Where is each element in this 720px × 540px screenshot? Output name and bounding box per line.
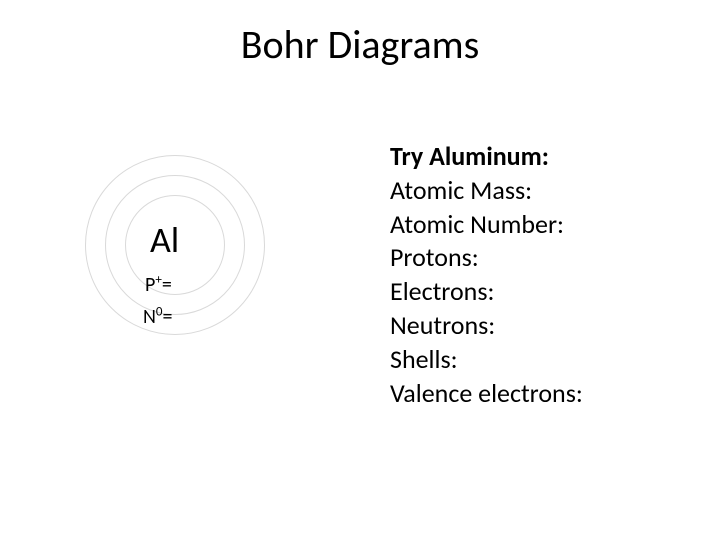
neutron-prefix: N xyxy=(143,305,156,329)
proton-suffix: = xyxy=(162,273,172,297)
info-item: Atomic Number: xyxy=(390,208,583,242)
neutron-suffix: = xyxy=(163,305,173,329)
info-list: Try Aluminum: Atomic Mass: Atomic Number… xyxy=(390,140,583,410)
info-item: Neutrons: xyxy=(390,309,583,343)
element-symbol: Al xyxy=(150,218,179,262)
info-item: Valence electrons: xyxy=(390,377,583,411)
info-item: Atomic Mass: xyxy=(390,174,583,208)
info-item: Electrons: xyxy=(390,275,583,309)
info-item: Protons: xyxy=(390,241,583,275)
neutron-superscript: 0 xyxy=(156,304,163,319)
page-title: Bohr Diagrams xyxy=(0,20,720,69)
proton-prefix: P xyxy=(145,273,155,297)
info-heading: Try Aluminum: xyxy=(390,140,583,174)
proton-count-label: P+= xyxy=(145,273,172,297)
bohr-diagram: Al P+= N0= xyxy=(75,185,275,385)
info-item: Shells: xyxy=(390,343,583,377)
neutron-count-label: N0= xyxy=(143,305,172,329)
